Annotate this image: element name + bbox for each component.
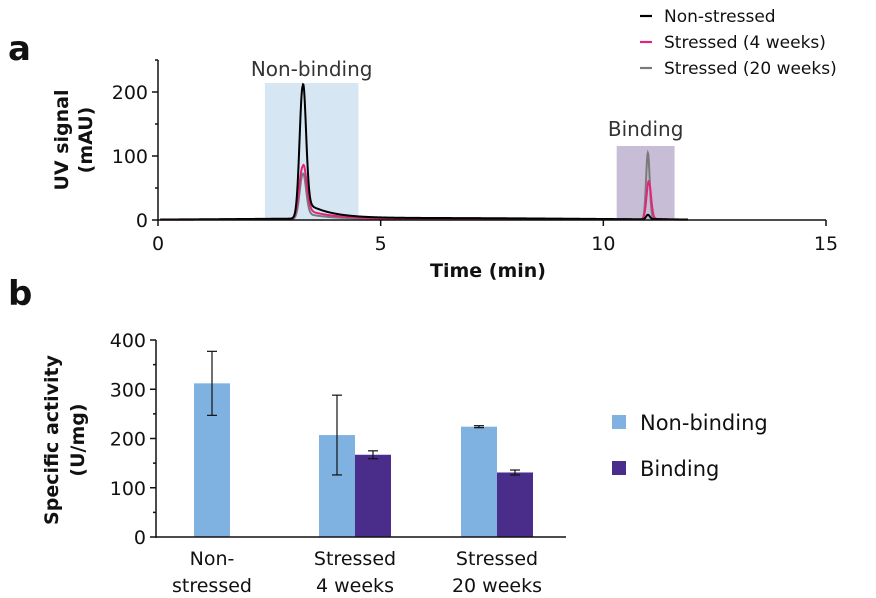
y-tick-label-a: 0: [136, 210, 148, 232]
x-tick-label-a: 5: [375, 233, 387, 255]
x-tick-label-a: 10: [591, 233, 615, 255]
bar-non-binding: [461, 426, 497, 537]
bar-binding: [497, 472, 533, 537]
x-tick-label-a: 15: [814, 233, 838, 255]
legend-swatch-b: [612, 461, 626, 475]
panel-letter-a: a: [8, 29, 31, 69]
panel-letter-b: b: [8, 274, 32, 314]
x-axis-title-a: Time (min): [430, 260, 546, 282]
legend-label-a: Non-stressed: [664, 7, 776, 27]
region-non-binding: [264, 83, 359, 220]
region-label: Binding: [608, 117, 684, 141]
legend-label-b: Binding: [640, 457, 719, 481]
y-tick-label-b: 300: [110, 379, 146, 401]
x-tick-label-a: 0: [152, 233, 164, 255]
category-label: Stressed: [314, 548, 396, 570]
y-tick-label-b: 0: [134, 527, 146, 549]
y-axis-title-a-line1: UV signal: [51, 89, 73, 190]
category-label: Non-: [190, 548, 235, 570]
y-axis-title-b-line2: (U/mg): [67, 403, 89, 476]
legend-swatch-b: [612, 415, 626, 429]
category-label: 4 weeks: [316, 575, 394, 597]
category-label: 20 weeks: [452, 575, 542, 597]
legend-label-b: Non-binding: [640, 411, 768, 435]
bar-binding: [355, 454, 391, 537]
trace-stressed-4-weeks: [160, 163, 688, 221]
category-label: stressed: [172, 575, 252, 597]
y-axis-title-a-line2: (mAU): [75, 107, 97, 174]
legend-label-a: Stressed (4 weeks): [664, 33, 826, 53]
y-tick-label-a: 200: [112, 82, 148, 104]
y-tick-label-b: 400: [110, 330, 146, 352]
region-label: Non-binding: [251, 57, 373, 81]
y-tick-label-b: 100: [110, 478, 146, 500]
chromatogram-chart: Non-binding Binding 0 100 200 0 5 10 15 Time (min…: [51, 7, 838, 282]
y-tick-label-b: 200: [110, 429, 146, 451]
y-tick-label-a: 100: [112, 146, 148, 168]
category-label: Stressed: [456, 548, 538, 570]
trace-non-stressed: [160, 82, 688, 221]
trace-stressed-20-weeks: [160, 149, 688, 221]
specific-activity-bar-chart: 0 100 200 300 400 Non-stressed Stressed 4 weeks…: [41, 330, 768, 597]
y-axis-title-b-line1: Specific activity: [41, 354, 63, 525]
legend-label-a: Stressed (20 weeks): [664, 59, 837, 79]
